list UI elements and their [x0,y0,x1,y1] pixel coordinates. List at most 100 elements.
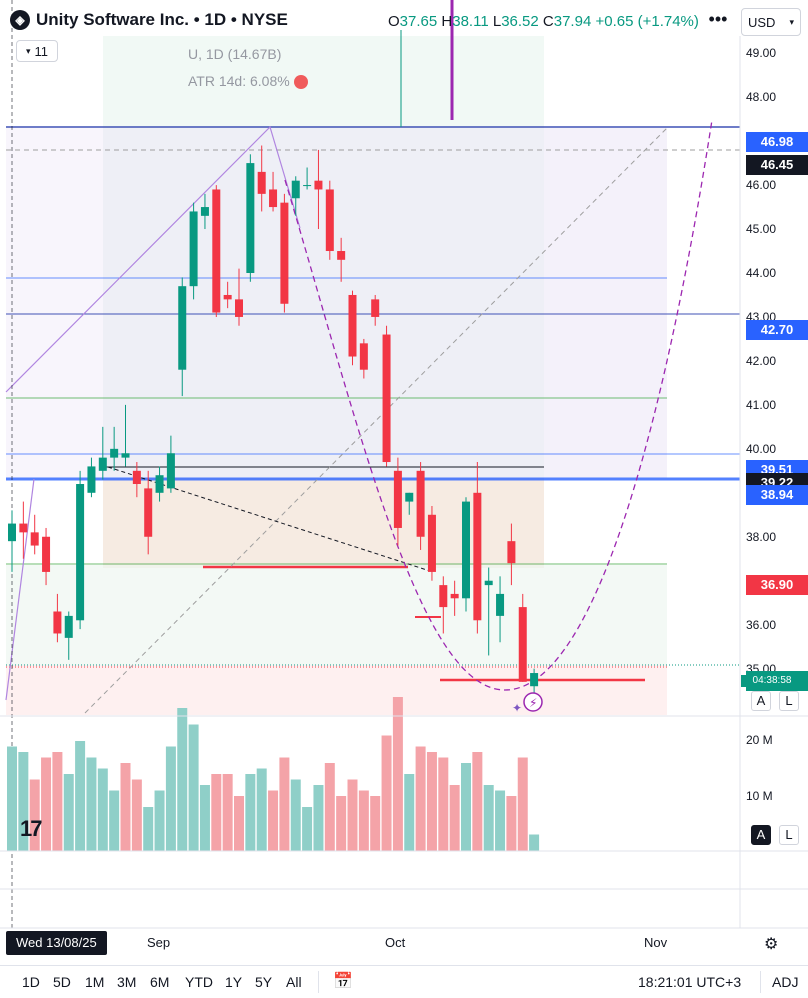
candle-body [405,492,414,502]
candle-body [30,532,39,546]
volume-bar [75,741,86,851]
calendar-range-icon[interactable]: 📅 [333,973,353,990]
toolbar-divider [760,971,761,993]
candle-body [110,448,119,458]
candle-body [269,189,278,208]
candle-body [19,523,28,533]
volume-scale-log-button[interactable]: L [779,825,799,845]
currency-button[interactable]: USD ▾ [741,8,801,36]
symbol-button[interactable]: ◈ Unity Software Inc. • 1D • NYSE [10,10,288,30]
more-button[interactable]: ••• [708,9,728,29]
range-ytd[interactable]: YTD [185,974,213,990]
volume-bar [313,785,324,851]
price-tick-label: 46.00 [746,178,777,193]
collapse-indicators-button[interactable]: ▾ 11 [16,40,58,62]
volume-scale-auto-button[interactable]: A [751,825,771,845]
candle-body [200,207,209,216]
volume-group [7,697,540,851]
candle-body [64,615,73,638]
indicator-market-cap[interactable]: U, 1D (14.67B) [188,46,281,62]
pattern-zone-pink [6,665,667,715]
candle-body [280,202,289,304]
volume-bar [7,746,17,851]
candle-body [518,607,527,682]
candle-body [450,593,459,599]
candle-body [212,189,221,313]
candle-body [427,514,436,572]
candle-body [416,470,425,537]
low-value: 36.52 [501,13,539,30]
candle-body [223,294,232,300]
range-1y[interactable]: 1Y [225,974,243,990]
chart-header: ◈ Unity Software Inc. • 1D • NYSE O37.65… [0,0,808,44]
change-value: +0.65 (+1.74%) [595,13,699,30]
candle-body [246,163,255,273]
settings-gear-icon[interactable]: ⚙ [764,936,779,953]
range-5d[interactable]: 5D [53,974,71,990]
pattern-zone-left [6,128,103,478]
volume-bar [211,774,222,851]
volume-bar [517,757,528,851]
price-tag: 36.90 [746,575,808,596]
range-3m[interactable]: 3M [117,974,137,990]
candle-body [144,488,153,537]
range-5y[interactable]: 5Y [255,974,273,990]
currency-label: USD [748,14,776,30]
volume-bar [86,757,97,851]
range-6m[interactable]: 6M [150,974,170,990]
high-label: H [441,13,453,30]
indicator-label: ATR 14d: 6.08% [188,73,290,89]
toolbar-divider [318,971,319,993]
volume-bar [41,757,52,851]
price-scale-log-button[interactable]: L [779,691,799,711]
open-label: O [388,13,400,30]
candle-body [439,585,448,608]
adj-toggle[interactable]: ADJ [772,974,799,990]
candle-body [87,466,96,493]
candles-group [8,145,539,696]
bottom-toolbar: 1D 5D 1M 3M 6M YTD 1Y 5Y All 📅 18:21:01 … [0,965,808,998]
price-tick-label: 40.00 [746,441,777,456]
flash-icon[interactable] [523,692,543,712]
candle-body [155,475,164,493]
candle-body [53,611,62,634]
month-oct: Oct [385,935,406,950]
candle-body [462,501,470,599]
price-tag: 38.94 [746,485,808,506]
candle-body [530,673,539,687]
price-tick-label: 48.00 [746,90,777,105]
range-all[interactable]: All [286,974,302,990]
candle-body [359,343,368,370]
crosshair-date-badge: Wed 13/08/25 [6,931,107,955]
chevron-down-icon: ▾ [789,16,794,27]
volume-bar [154,790,165,851]
volume-bar [29,779,40,851]
volume-bar [495,790,506,851]
tradingview-logo-icon[interactable]: 17 [20,816,43,841]
volume-bar [381,735,392,851]
chevron-down-icon: ▾ [25,45,31,56]
high-value: 38.11 [452,13,489,30]
volume-bar [506,796,517,851]
volume-bar [302,807,313,851]
price-tick-label: 36.00 [746,617,777,632]
candle-body [98,457,107,471]
price-tick-label: 44.00 [746,265,777,280]
purple-left-line [5,478,35,701]
candle-body [348,294,357,357]
volume-bar [245,774,256,851]
range-1d[interactable]: 1D [22,974,40,990]
volume-tick-10m: 10 M [746,789,773,803]
purple-trend-line [5,125,301,393]
price-tag: 46.45 [746,155,808,176]
price-tick-label: 38.00 [746,529,777,544]
price-scale-auto-button[interactable]: A [751,691,771,711]
indicator-atr[interactable]: ATR 14d: 6.08% [188,73,308,90]
pattern-zone-orange [103,478,544,568]
clock-timezone[interactable]: 18:21:01 UTC+3 [638,974,742,990]
volume-bar [415,746,426,851]
range-1m[interactable]: 1M [85,974,105,990]
candle-body [291,180,300,199]
symbol-title: Unity Software Inc. • 1D • NYSE [36,10,288,29]
